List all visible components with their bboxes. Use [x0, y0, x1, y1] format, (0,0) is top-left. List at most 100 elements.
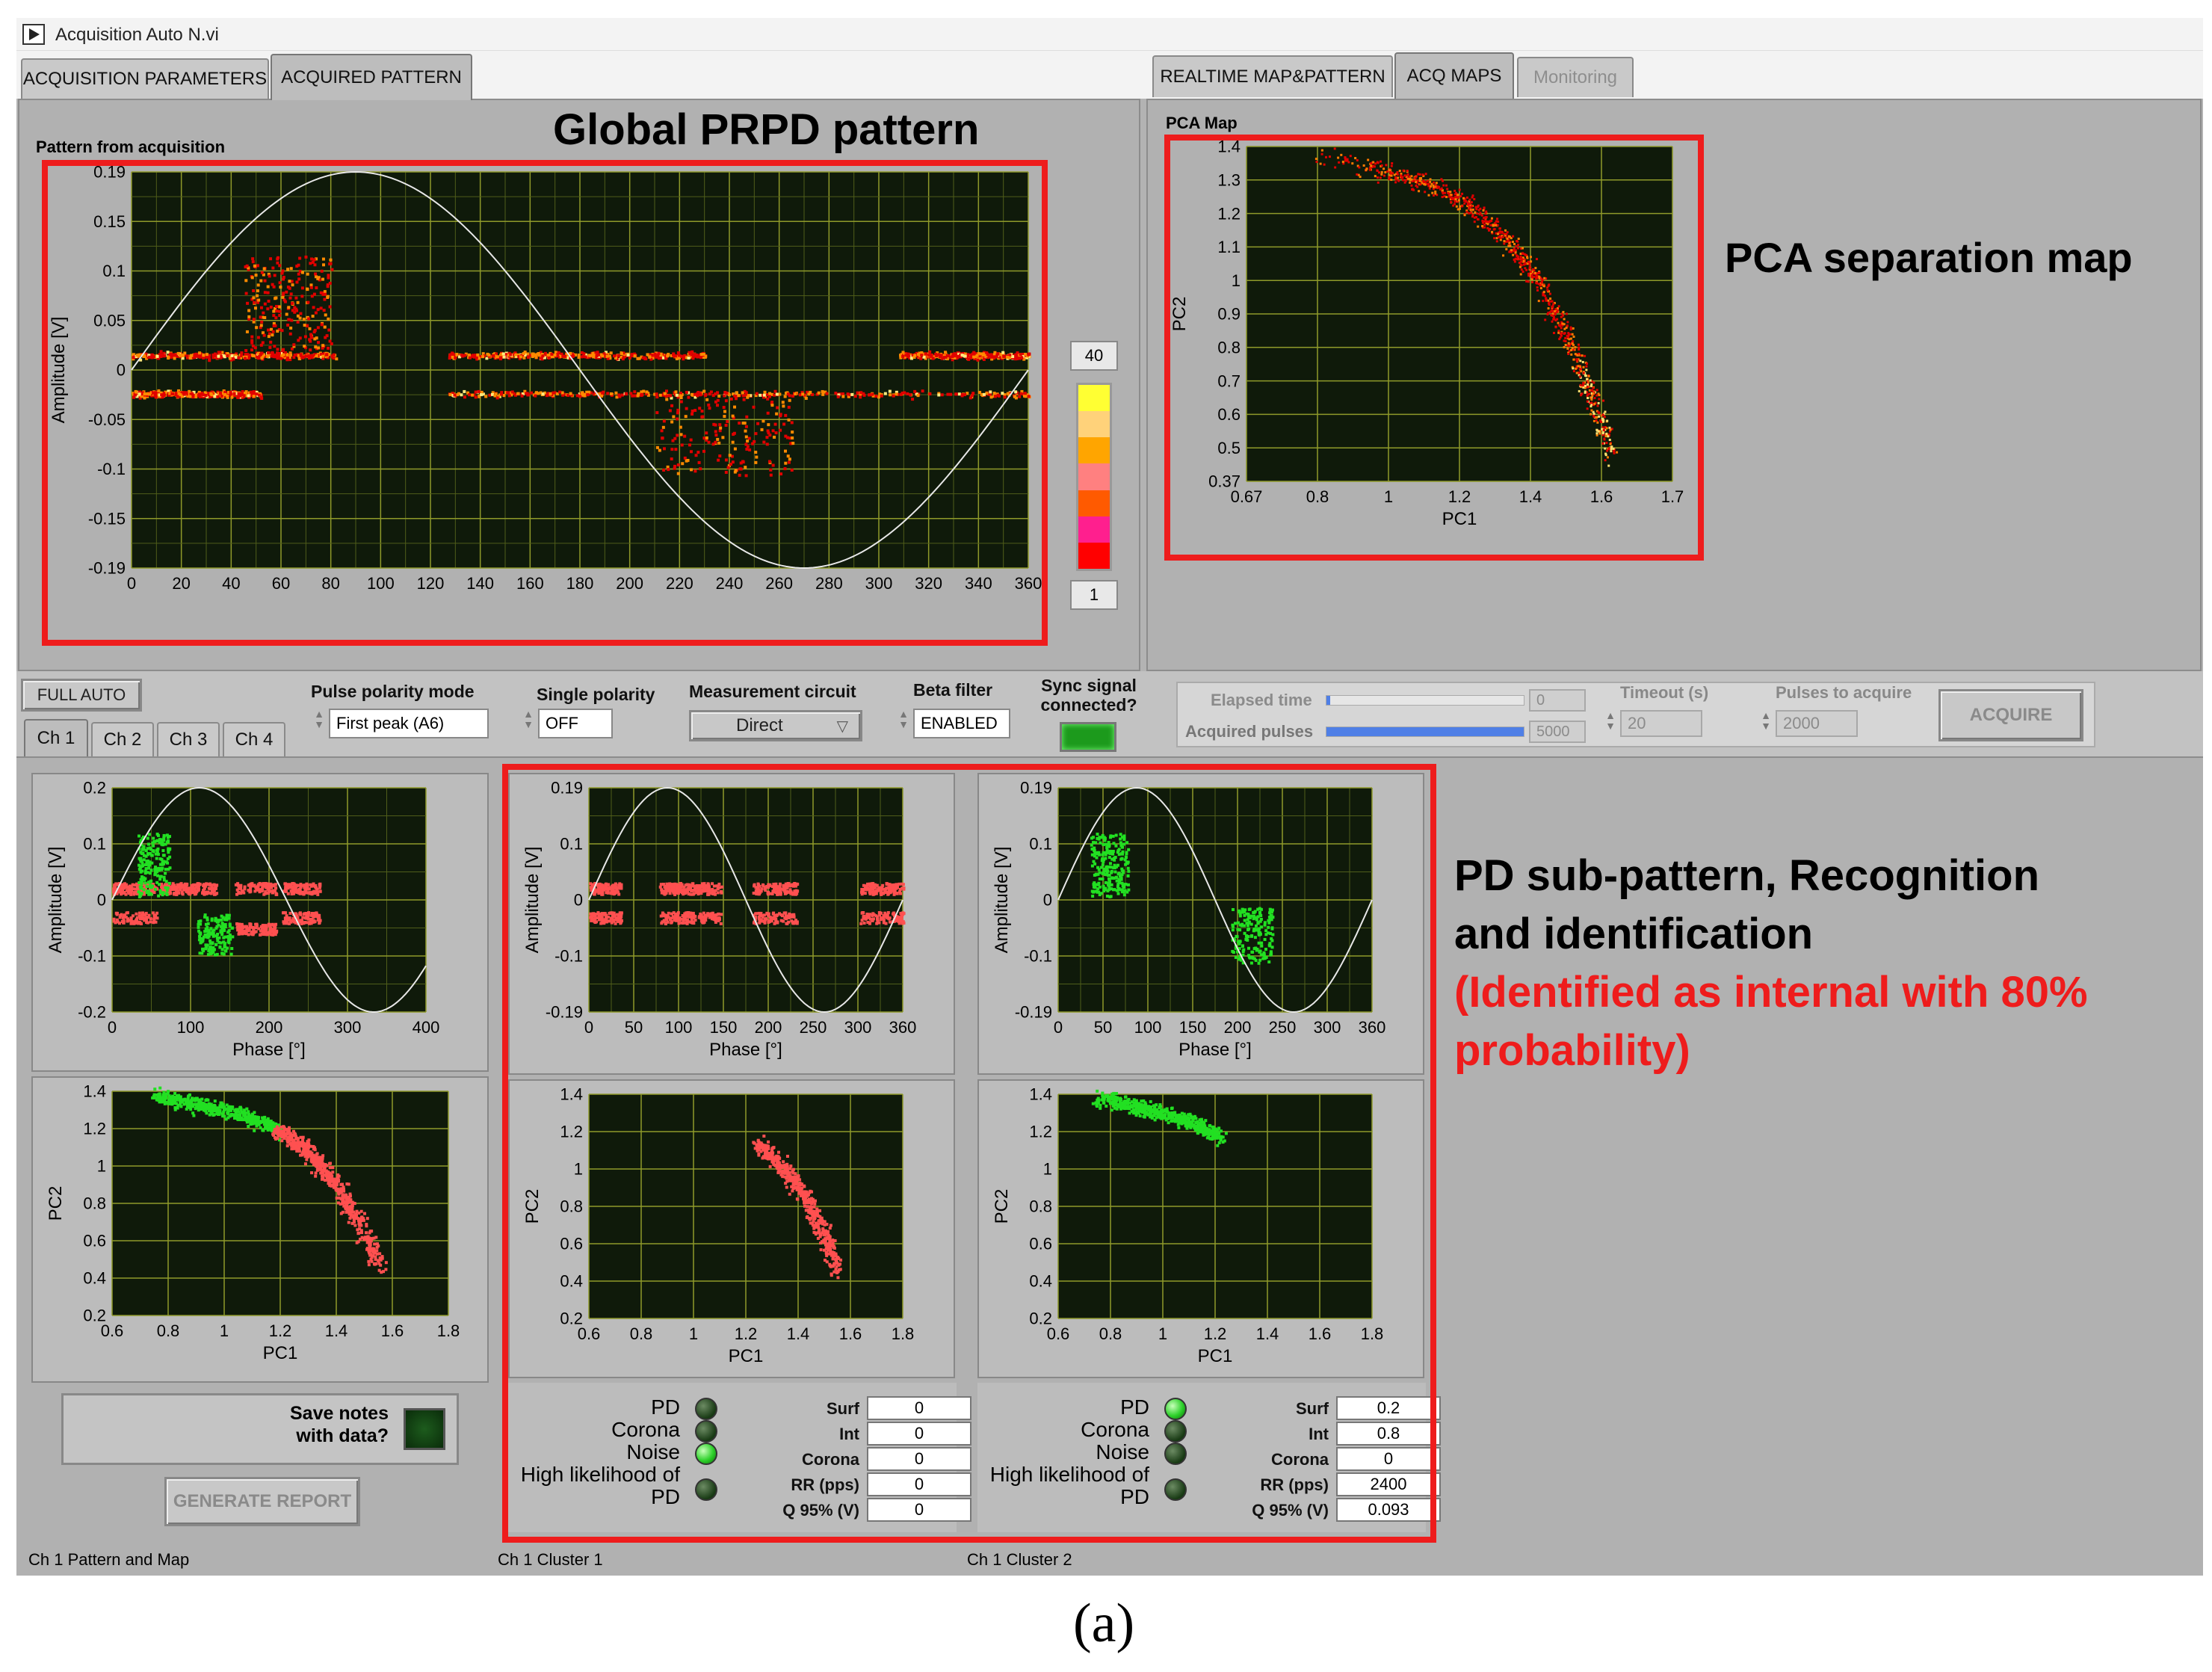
- data-point: [256, 336, 260, 339]
- data-point: [785, 436, 789, 439]
- data-point: [1545, 297, 1548, 300]
- data-point: [733, 470, 737, 474]
- data-point: [979, 352, 983, 356]
- data-point: [324, 336, 327, 339]
- tab-acquisition-parameters[interactable]: ACQUISITION PARAMETERS: [21, 58, 269, 99]
- data-point: [1543, 294, 1546, 297]
- tab-monitoring[interactable]: Monitoring: [1517, 57, 1634, 97]
- data-point: [228, 937, 232, 941]
- data-point: [1020, 356, 1024, 360]
- data-point: [143, 854, 146, 857]
- data-point: [158, 877, 162, 881]
- data-point: [683, 456, 687, 460]
- data-point: [476, 353, 480, 357]
- y-tick-label: 0.05: [93, 311, 126, 330]
- pulses-to-acquire-spin[interactable]: ▲ ▼: [1761, 709, 1771, 732]
- data-point: [1518, 262, 1521, 265]
- acquire-button[interactable]: ACQUIRE: [1938, 689, 2083, 741]
- data-point: [1016, 351, 1019, 355]
- data-point: [992, 355, 996, 359]
- single-polarity-field[interactable]: OFF: [538, 709, 613, 738]
- data-point: [251, 257, 255, 261]
- timeout-spin[interactable]: ▲ ▼: [1605, 709, 1616, 732]
- data-point: [202, 935, 206, 939]
- data-point: [318, 889, 322, 893]
- tab-acquired-pattern[interactable]: ACQUIRED PATTERN: [271, 54, 472, 100]
- data-point: [1487, 220, 1490, 223]
- tab-ch1[interactable]: Ch 1: [24, 719, 88, 756]
- data-point: [892, 394, 895, 398]
- data-point: [1376, 169, 1379, 172]
- data-point: [1445, 196, 1448, 199]
- data-point: [211, 945, 215, 949]
- data-point: [206, 916, 209, 920]
- data-point: [1024, 352, 1028, 356]
- pulses-to-acquire-field[interactable]: 2000: [1776, 710, 1858, 737]
- x-tick-label: 160: [516, 574, 544, 593]
- data-point: [292, 345, 296, 348]
- measurement-circuit-dropdown[interactable]: Direct ▽: [689, 710, 862, 741]
- y-tick-label: 0.7: [1217, 371, 1241, 390]
- pulse-polarity-field[interactable]: First peak (A6): [329, 709, 489, 738]
- data-point: [266, 307, 270, 311]
- data-point: [566, 393, 570, 397]
- data-point: [1612, 447, 1615, 450]
- data-point: [309, 262, 312, 265]
- data-point: [448, 393, 452, 397]
- data-point: [161, 1097, 164, 1101]
- data-point: [306, 891, 310, 895]
- data-point: [135, 916, 139, 919]
- data-point: [256, 264, 259, 268]
- data-point: [310, 356, 314, 360]
- data-point: [308, 338, 312, 342]
- data-point: [197, 925, 200, 929]
- data-point: [1610, 446, 1613, 449]
- data-point: [267, 328, 271, 332]
- data-point: [191, 356, 195, 360]
- full-auto-button[interactable]: FULL AUTO: [21, 679, 142, 712]
- data-point: [310, 336, 314, 339]
- data-point: [237, 356, 241, 360]
- data-point: [1454, 200, 1457, 203]
- data-point: [1027, 395, 1031, 398]
- data-point: [606, 392, 610, 395]
- data-point: [936, 351, 939, 355]
- timeout-field[interactable]: 20: [1620, 710, 1702, 737]
- data-point: [622, 351, 625, 355]
- tab-acq-maps[interactable]: ACQ MAPS: [1394, 52, 1514, 99]
- data-point: [186, 889, 190, 893]
- data-point: [644, 357, 648, 361]
- data-point: [902, 353, 906, 357]
- data-point: [140, 843, 143, 847]
- beta-filter-field[interactable]: ENABLED: [913, 709, 1010, 738]
- data-point: [1556, 318, 1559, 321]
- data-point: [1524, 253, 1527, 256]
- pulse-polarity-spin[interactable]: ▲ ▼: [314, 708, 324, 730]
- data-point: [192, 1114, 196, 1117]
- data-point: [546, 354, 550, 357]
- data-point: [481, 392, 485, 396]
- y-tick-label: 1.1: [1217, 238, 1241, 256]
- tab-ch3[interactable]: Ch 3: [157, 722, 220, 756]
- single-polarity-spin[interactable]: ▲ ▼: [523, 708, 534, 730]
- data-point: [298, 889, 302, 892]
- tab-realtime-map-pattern[interactable]: REALTIME MAP&PATTERN: [1152, 55, 1393, 97]
- data-point: [319, 306, 323, 310]
- data-point: [247, 889, 250, 892]
- data-point: [147, 354, 151, 357]
- data-point: [1597, 392, 1600, 395]
- data-point: [1578, 348, 1581, 351]
- data-point: [982, 357, 986, 361]
- data-point: [198, 951, 202, 955]
- tab-ch2[interactable]: Ch 2: [91, 722, 154, 756]
- data-point: [786, 392, 790, 396]
- data-point: [731, 460, 735, 464]
- beta-filter-spin[interactable]: ▲ ▼: [898, 708, 909, 730]
- pca-annotation: PCA separation map: [1725, 234, 2133, 281]
- data-point: [278, 309, 282, 313]
- data-point: [1018, 395, 1022, 398]
- tab-ch4[interactable]: Ch 4: [223, 722, 285, 756]
- data-point: [327, 317, 330, 321]
- data-point: [275, 354, 279, 357]
- data-point: [264, 883, 268, 887]
